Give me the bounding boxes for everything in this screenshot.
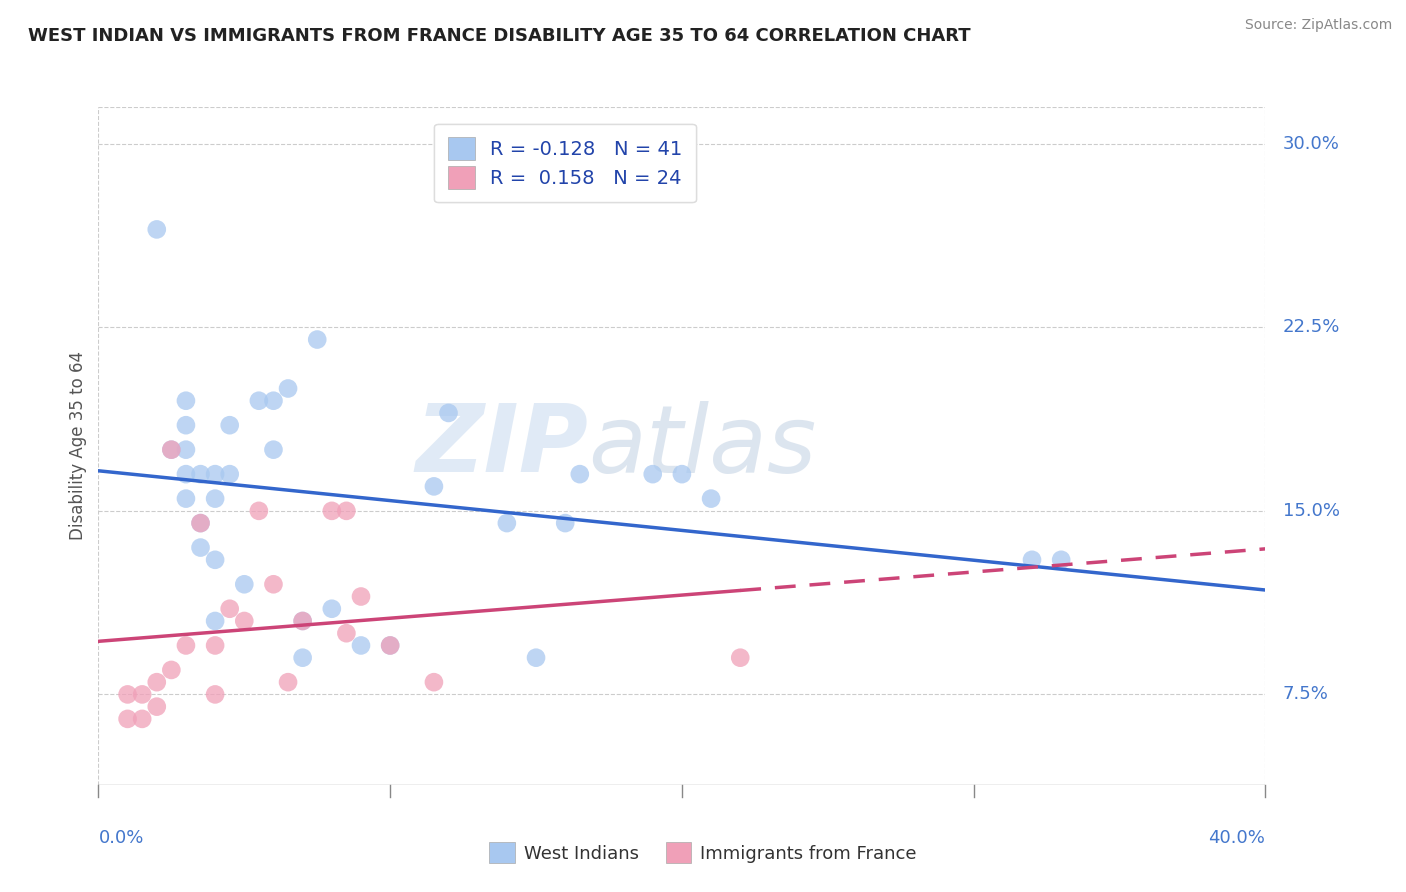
Point bbox=[190, 467, 212, 482]
Text: 0.0%: 0.0% bbox=[98, 829, 143, 847]
Point bbox=[671, 467, 693, 482]
Point bbox=[190, 541, 212, 555]
Point bbox=[291, 614, 314, 628]
Point bbox=[204, 639, 226, 653]
Point bbox=[423, 675, 446, 690]
Text: 15.0%: 15.0% bbox=[1282, 502, 1340, 520]
Point bbox=[307, 333, 329, 347]
Point bbox=[437, 406, 460, 420]
Point bbox=[321, 601, 343, 615]
Point bbox=[350, 639, 373, 653]
Point bbox=[204, 491, 226, 506]
Text: 22.5%: 22.5% bbox=[1282, 318, 1340, 336]
Point bbox=[247, 504, 270, 518]
Point bbox=[277, 382, 299, 396]
Text: Source: ZipAtlas.com: Source: ZipAtlas.com bbox=[1244, 18, 1392, 32]
Point bbox=[350, 590, 373, 604]
Point bbox=[190, 516, 212, 530]
Point bbox=[1050, 553, 1073, 567]
Point bbox=[378, 639, 402, 653]
Text: 40.0%: 40.0% bbox=[1209, 829, 1265, 847]
Point bbox=[262, 577, 284, 591]
Point bbox=[495, 516, 517, 530]
Point bbox=[146, 699, 169, 714]
Point bbox=[131, 712, 153, 726]
Point bbox=[700, 491, 723, 506]
Text: 30.0%: 30.0% bbox=[1282, 135, 1340, 153]
Legend: R = -0.128   N = 41, R =  0.158   N = 24: R = -0.128 N = 41, R = 0.158 N = 24 bbox=[434, 123, 696, 202]
Point bbox=[146, 675, 169, 690]
Point bbox=[204, 687, 226, 701]
Point bbox=[233, 614, 256, 628]
Point bbox=[174, 418, 197, 433]
Legend: West Indians, Immigrants from France: West Indians, Immigrants from France bbox=[478, 831, 928, 874]
Point bbox=[291, 614, 314, 628]
Point bbox=[204, 614, 226, 628]
Point bbox=[218, 418, 240, 433]
Point bbox=[174, 467, 197, 482]
Point bbox=[423, 479, 446, 493]
Text: atlas: atlas bbox=[589, 401, 817, 491]
Point bbox=[247, 393, 270, 408]
Point bbox=[568, 467, 591, 482]
Point bbox=[262, 393, 284, 408]
Point bbox=[146, 222, 169, 236]
Point bbox=[233, 577, 256, 591]
Point bbox=[277, 675, 299, 690]
Point bbox=[554, 516, 576, 530]
Point bbox=[204, 553, 226, 567]
Point bbox=[335, 626, 357, 640]
Text: ZIP: ZIP bbox=[416, 400, 589, 492]
Text: 7.5%: 7.5% bbox=[1282, 685, 1329, 704]
Text: WEST INDIAN VS IMMIGRANTS FROM FRANCE DISABILITY AGE 35 TO 64 CORRELATION CHART: WEST INDIAN VS IMMIGRANTS FROM FRANCE DI… bbox=[28, 27, 970, 45]
Point bbox=[204, 467, 226, 482]
Point bbox=[291, 650, 314, 665]
Point bbox=[218, 601, 240, 615]
Point bbox=[218, 467, 240, 482]
Point bbox=[378, 639, 402, 653]
Point bbox=[160, 442, 183, 457]
Point bbox=[174, 639, 197, 653]
Point bbox=[131, 687, 153, 701]
Point bbox=[524, 650, 547, 665]
Point bbox=[321, 504, 343, 518]
Point bbox=[1021, 553, 1043, 567]
Y-axis label: Disability Age 35 to 64: Disability Age 35 to 64 bbox=[69, 351, 87, 541]
Point bbox=[174, 393, 197, 408]
Point bbox=[190, 516, 212, 530]
Point bbox=[160, 442, 183, 457]
Point bbox=[174, 442, 197, 457]
Point bbox=[262, 442, 284, 457]
Point bbox=[335, 504, 357, 518]
Point bbox=[160, 663, 183, 677]
Point bbox=[117, 687, 139, 701]
Point bbox=[174, 491, 197, 506]
Point bbox=[728, 650, 751, 665]
Point bbox=[641, 467, 664, 482]
Point bbox=[117, 712, 139, 726]
